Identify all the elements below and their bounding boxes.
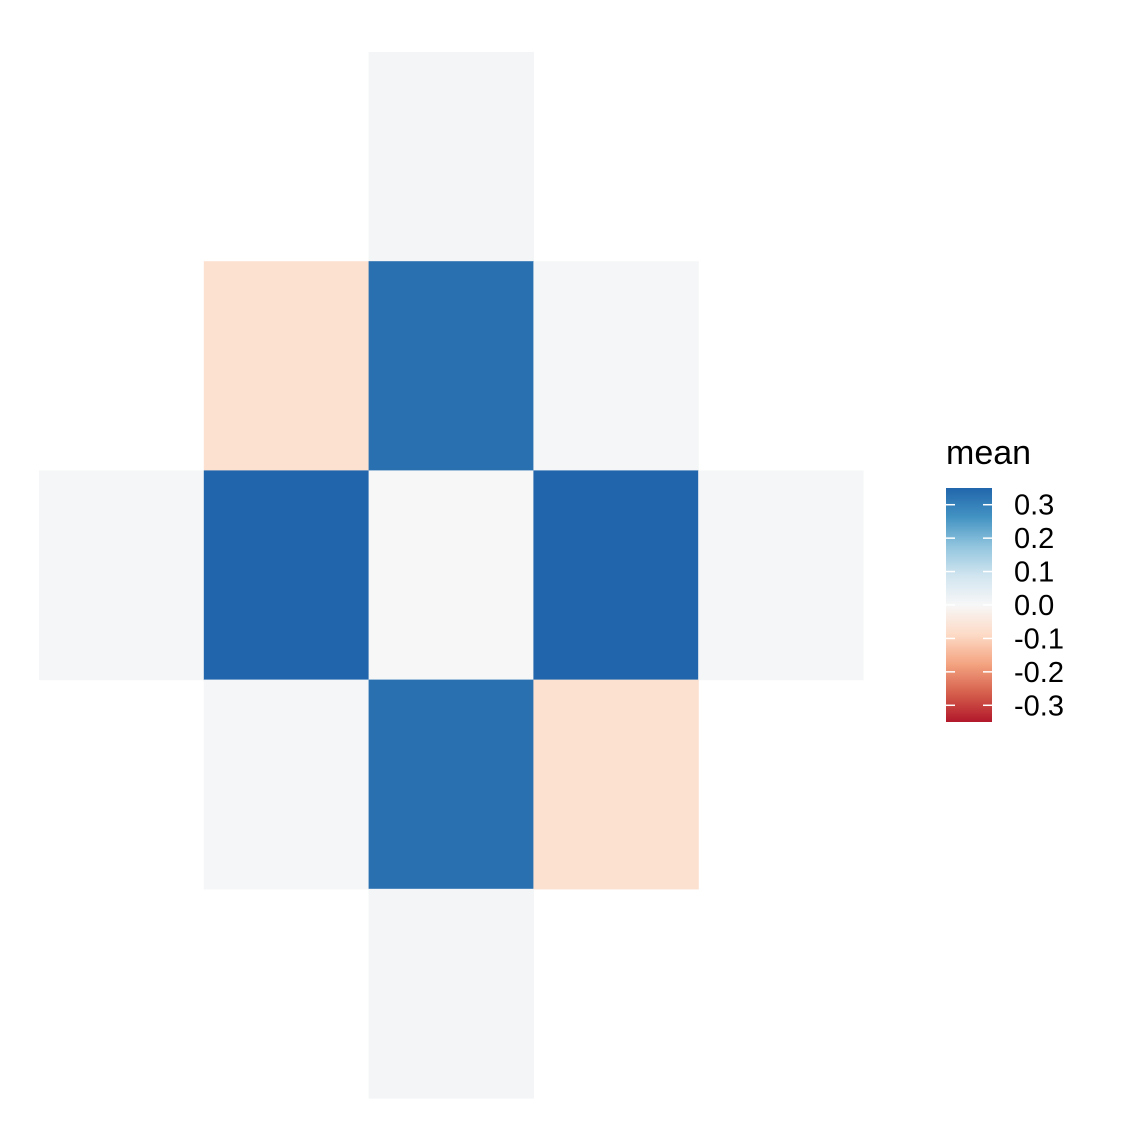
- heatmap-cell: [368, 888, 534, 1099]
- heatmap-cell: [203, 261, 370, 471]
- legend-tick-label: 0.3: [1014, 490, 1054, 522]
- heatmap-cell: [533, 261, 699, 471]
- heatmap-cell: [203, 470, 370, 681]
- heatmap-cell: [203, 679, 370, 890]
- heatmap-cell: [698, 470, 864, 681]
- legend-tick-label: -0.3: [1014, 690, 1064, 722]
- heatmap-cell: [533, 679, 699, 890]
- legend-tick-label: -0.2: [1014, 657, 1064, 689]
- legend-tick-label: 0.1: [1014, 557, 1054, 589]
- legend-title: mean: [946, 434, 1031, 472]
- legend-tick-label: 0.0: [1014, 590, 1054, 622]
- heatmap-cell: [39, 470, 205, 681]
- heatmap-cell: [368, 679, 534, 890]
- heatmap-cell: [368, 52, 534, 262]
- heatmap-cells: [39, 52, 864, 1099]
- heatmap-cell: [533, 470, 699, 681]
- legend-tick-label: 0.2: [1014, 523, 1054, 555]
- heatmap-cell: [368, 261, 534, 471]
- legend-ticks: 0.30.20.10.0-0.1-0.2-0.3: [946, 490, 1064, 722]
- legend: mean 0.30.20.10.0-0.1-0.2-0.3: [946, 434, 1064, 722]
- heatmap-cell: [368, 470, 534, 681]
- legend-tick-label: -0.1: [1014, 623, 1064, 655]
